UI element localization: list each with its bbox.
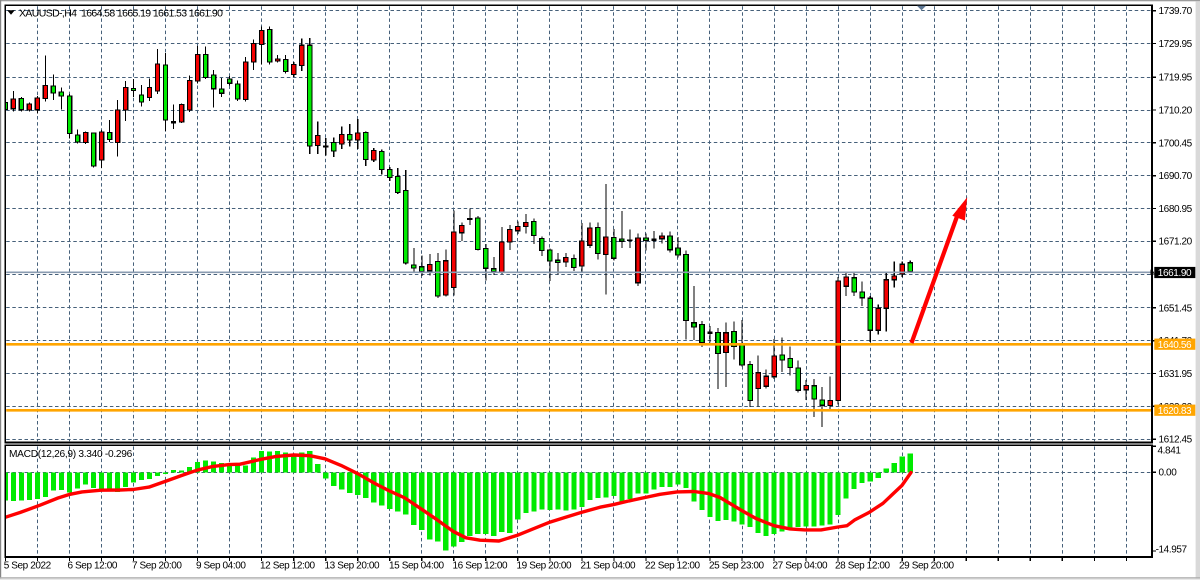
svg-text:28 Sep 12:00: 28 Sep 12:00 (835, 561, 891, 572)
svg-text:1710.20: 1710.20 (1159, 106, 1193, 117)
svg-text:1631.95: 1631.95 (1159, 369, 1193, 380)
svg-text:27 Sep 04:00: 27 Sep 04:00 (773, 561, 829, 572)
svg-text:21 Sep 04:00: 21 Sep 04:00 (581, 561, 637, 572)
svg-text:0.00: 0.00 (1159, 467, 1178, 478)
svg-text:XAUUSD-,H4 1664.58 1665.19 16: XAUUSD-,H4 1664.58 1665.19 1661.53 1661.… (19, 7, 223, 19)
svg-text:1612.45: 1612.45 (1159, 435, 1193, 446)
svg-text:1729.95: 1729.95 (1159, 39, 1193, 50)
svg-text:MACD(12,26,9) 3.340 -0.296: MACD(12,26,9) 3.340 -0.296 (9, 449, 133, 460)
svg-text:7 Sep 20:00: 7 Sep 20:00 (132, 561, 182, 572)
svg-text:29 Sep 20:00: 29 Sep 20:00 (899, 561, 955, 572)
svg-text:9 Sep 04:00: 9 Sep 04:00 (196, 561, 246, 572)
svg-text:12 Sep 12:00: 12 Sep 12:00 (260, 561, 316, 572)
svg-text:1640.56: 1640.56 (1158, 340, 1192, 351)
svg-text:13 Sep 20:00: 13 Sep 20:00 (325, 561, 381, 572)
svg-text:1719.95: 1719.95 (1159, 73, 1193, 84)
svg-text:1680.95: 1680.95 (1159, 204, 1193, 215)
svg-text:1651.45: 1651.45 (1159, 303, 1193, 314)
svg-text:1661.90: 1661.90 (1158, 268, 1192, 279)
svg-text:25 Sep 23:00: 25 Sep 23:00 (709, 561, 765, 572)
svg-text:22 Sep 12:00: 22 Sep 12:00 (645, 561, 701, 572)
svg-text:1739.70: 1739.70 (1159, 6, 1193, 17)
svg-text:19 Sep 20:00: 19 Sep 20:00 (517, 561, 573, 572)
svg-text:1620.83: 1620.83 (1158, 406, 1192, 417)
svg-text:6 Sep 12:00: 6 Sep 12:00 (68, 561, 118, 572)
svg-text:1671.20: 1671.20 (1159, 237, 1193, 248)
svg-text:16 Sep 12:00: 16 Sep 12:00 (453, 561, 509, 572)
svg-text:1700.45: 1700.45 (1159, 138, 1193, 149)
svg-text:-14.957: -14.957 (1156, 545, 1188, 556)
svg-text:5 Sep 2022: 5 Sep 2022 (4, 561, 52, 572)
svg-text:15 Sep 04:00: 15 Sep 04:00 (389, 561, 445, 572)
svg-text:1690.70: 1690.70 (1159, 171, 1193, 182)
svg-text:4.841: 4.841 (1158, 446, 1182, 457)
